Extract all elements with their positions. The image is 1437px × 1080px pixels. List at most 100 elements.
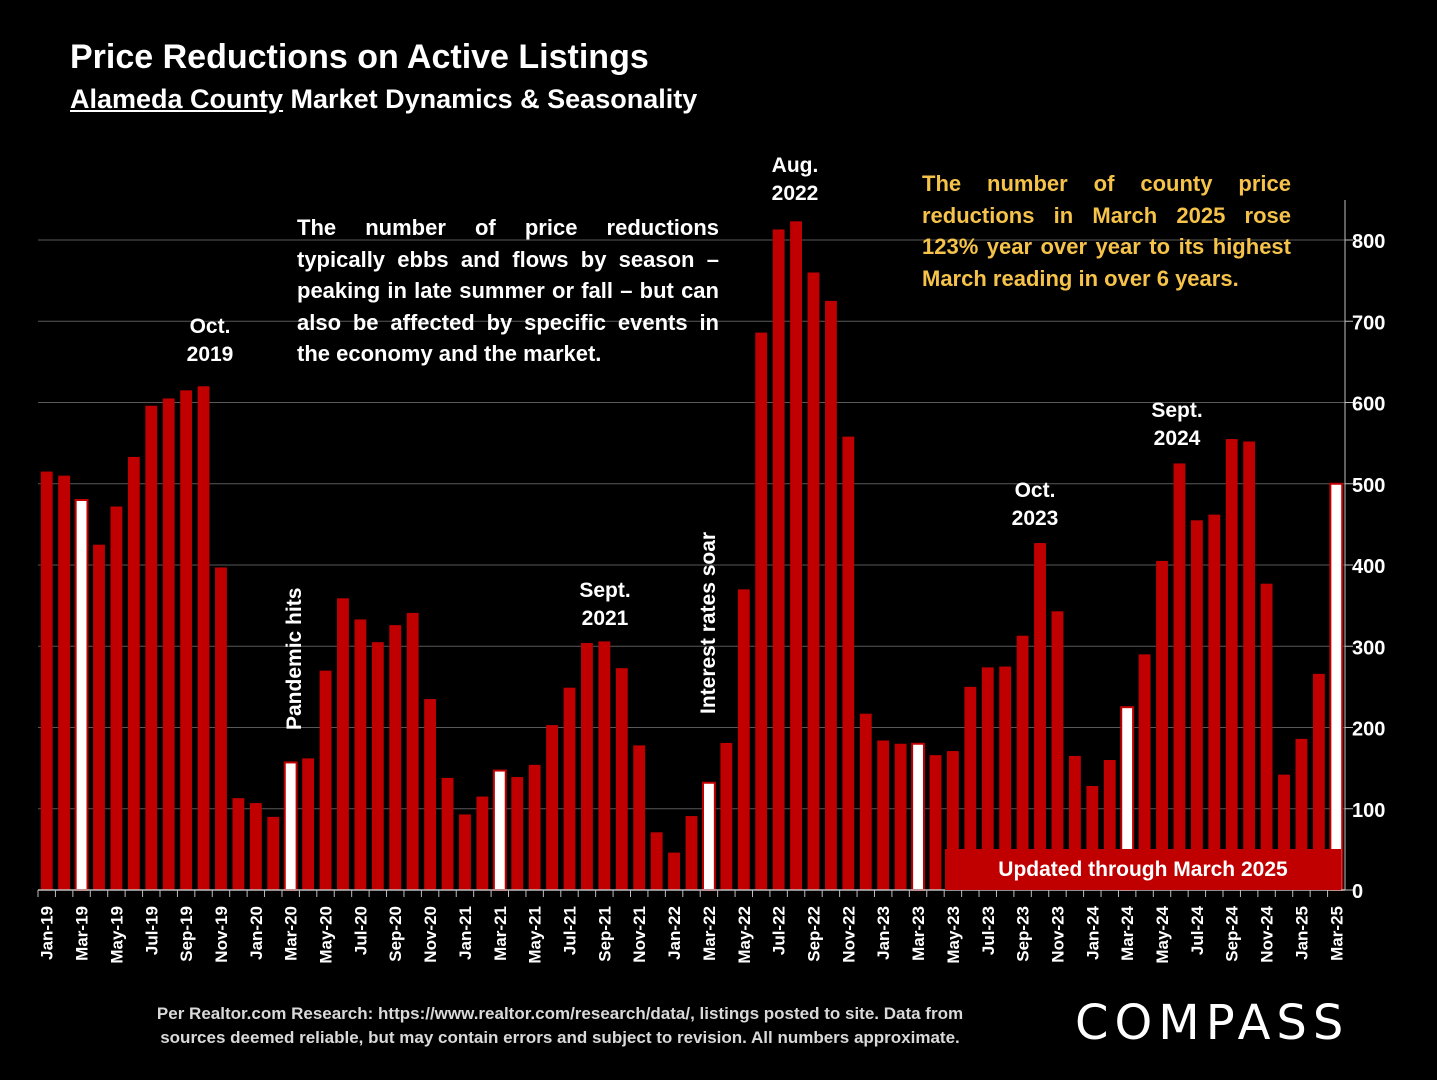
annotation-sept-2021-line2: 2021 xyxy=(581,607,629,630)
y-tick-label: 100 xyxy=(1352,800,1385,822)
annotation-sept-2021-line1: Sept. xyxy=(579,579,631,602)
x-tick-label: Jul-24 xyxy=(1188,905,1207,955)
x-tick-label: Jul-23 xyxy=(979,906,998,955)
march-2025-note: The number of county price reductions in… xyxy=(922,171,1291,291)
bar xyxy=(633,745,646,890)
x-tick-label: Jan-19 xyxy=(38,906,57,960)
x-tick-label: Mar-23 xyxy=(909,906,928,961)
bar xyxy=(1190,520,1203,890)
bar xyxy=(824,300,837,890)
bars xyxy=(40,221,1344,891)
x-tick-label: May-19 xyxy=(107,906,126,964)
bar xyxy=(1243,441,1256,890)
bar xyxy=(1329,482,1344,891)
bar xyxy=(1034,543,1046,890)
annotation-oct-2023: Oct. 2023 xyxy=(995,477,1075,533)
x-tick-label: Nov-20 xyxy=(421,906,440,963)
bar xyxy=(807,272,820,890)
x-tick-label: Jan-23 xyxy=(874,906,893,960)
x-tick-label: May-22 xyxy=(735,906,754,964)
bar xyxy=(1312,673,1325,890)
y-tick-label: 0 xyxy=(1352,881,1363,903)
y-tick-label: 200 xyxy=(1352,719,1385,741)
bar xyxy=(93,544,105,890)
x-tick-label: Jan-22 xyxy=(665,906,684,960)
x-tick-labels: Jan-19 Mar-19 May-19 Jul-19 Sep-19 Nov-19 Jan-… xyxy=(38,905,1347,963)
bar xyxy=(424,699,437,890)
bar xyxy=(492,769,507,891)
y-tick-labels: 0 100 200 300 400 500 600 700 800 xyxy=(1352,231,1385,903)
bar xyxy=(249,803,262,890)
bar xyxy=(772,229,785,890)
bar xyxy=(546,725,559,890)
bar xyxy=(981,667,994,890)
bar xyxy=(615,668,628,890)
bar xyxy=(911,742,925,891)
bar xyxy=(1208,514,1221,890)
subtitle-county: Alameda County xyxy=(70,84,284,114)
bar xyxy=(755,332,768,890)
updated-badge: Updated through March 2025 xyxy=(945,849,1341,890)
x-tick-label: Nov-19 xyxy=(212,906,231,963)
annotation-aug-2022-line2: 2022 xyxy=(771,182,819,205)
bar xyxy=(162,398,175,890)
x-tick-label: May-20 xyxy=(317,906,336,964)
annotation-oct-2019-line2: 2019 xyxy=(186,343,234,366)
y-tick-label: 600 xyxy=(1352,394,1385,416)
bar xyxy=(528,764,541,890)
bar xyxy=(1225,439,1238,890)
annotation-pandemic: Pandemic hits xyxy=(283,587,306,730)
x-tick-label: Sep-20 xyxy=(386,906,405,962)
bar xyxy=(180,390,193,890)
x-tick-label: Jul-22 xyxy=(770,906,789,955)
bar xyxy=(1260,583,1273,890)
bar xyxy=(232,798,245,890)
annotation-aug-2022: Aug. 2022 xyxy=(755,152,835,208)
y-tick-label: 400 xyxy=(1352,556,1385,578)
bar xyxy=(1086,786,1099,890)
bar xyxy=(964,686,977,890)
bar xyxy=(1278,774,1290,890)
bar xyxy=(737,589,750,890)
bar xyxy=(702,781,716,891)
subtitle-rest: Market Dynamics & Seasonality xyxy=(283,84,698,114)
annotation-sept-2024: Sept. 2024 xyxy=(1137,397,1217,453)
x-tick-label: Jan-20 xyxy=(247,906,266,960)
x-tick-label: Jan-24 xyxy=(1083,905,1102,959)
x-tick-label: Sep-21 xyxy=(595,906,614,962)
chart-title: Price Reductions on Active Listings xyxy=(70,38,649,76)
x-tick-label: Sep-24 xyxy=(1223,905,1242,961)
x-tick-label: Mar-24 xyxy=(1118,905,1137,960)
x-tick-label: Jul-21 xyxy=(561,906,580,955)
x-tick-label: Jan-25 xyxy=(1292,906,1311,960)
annotation-oct-2019-line1: Oct. xyxy=(189,315,231,338)
bar xyxy=(929,755,942,890)
annotation-interest-rates: Interest rates soar xyxy=(697,531,720,714)
bar xyxy=(511,777,524,890)
x-tick-label: Nov-23 xyxy=(1048,906,1067,963)
source-footnote: Per Realtor.com Research: https://www.re… xyxy=(60,1002,1060,1050)
x-tick-label: Jul-20 xyxy=(351,906,370,955)
bar xyxy=(389,625,402,890)
bar xyxy=(110,506,123,890)
chart-subtitle: Alameda County Market Dynamics & Seasona… xyxy=(70,84,697,115)
x-tick-label: Nov-24 xyxy=(1258,905,1277,962)
x-tick-label: Mar-21 xyxy=(491,906,510,961)
annotation-sept-2021: Sept. 2021 xyxy=(565,577,645,633)
y-tick-label: 700 xyxy=(1352,312,1385,334)
x-tick-label: Mar-25 xyxy=(1327,906,1346,961)
bar xyxy=(267,816,280,890)
bar xyxy=(302,758,315,890)
bar xyxy=(74,499,89,891)
y-tick-label: 300 xyxy=(1352,637,1385,659)
annotation-sept-2024-line1: Sept. xyxy=(1151,399,1203,422)
bar xyxy=(127,456,140,890)
bar xyxy=(877,740,890,890)
bar xyxy=(58,475,71,890)
bar xyxy=(581,643,593,890)
annotation-oct-2023-line1: Oct. xyxy=(1014,479,1056,502)
x-tick-label: Nov-21 xyxy=(630,906,649,963)
bar xyxy=(371,642,384,890)
bar xyxy=(1103,760,1116,890)
